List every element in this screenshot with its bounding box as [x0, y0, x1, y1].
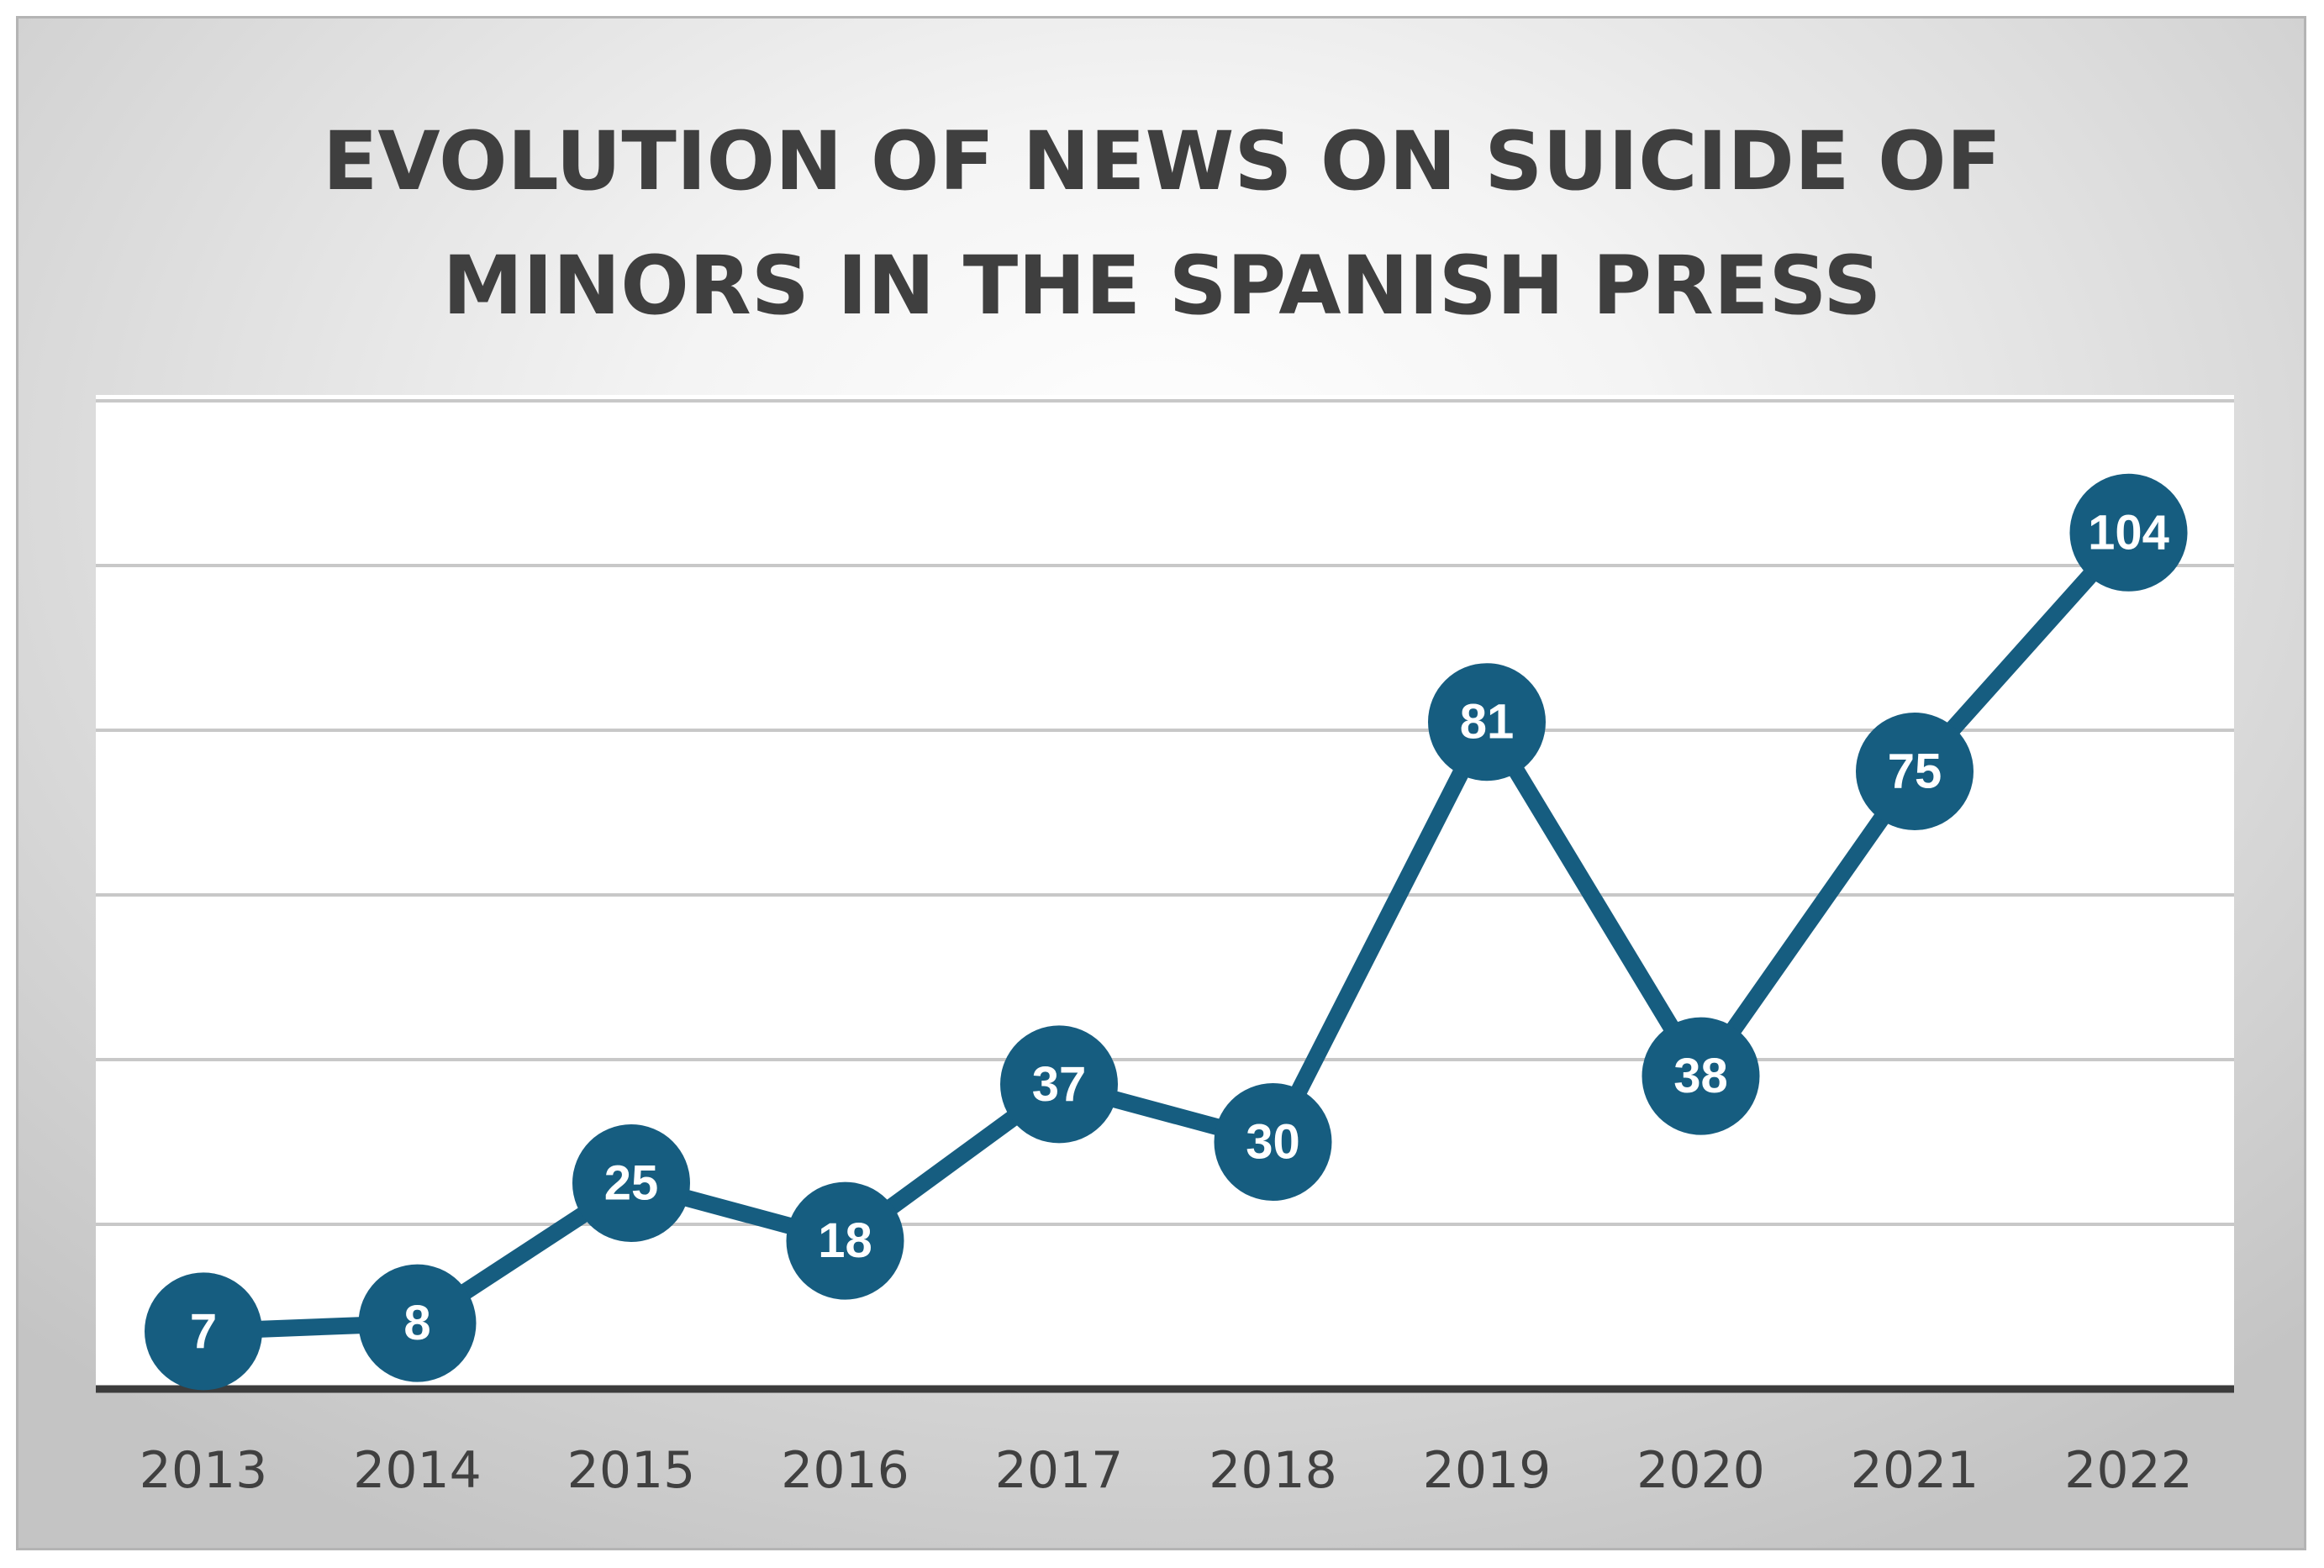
x-tick-label: 2019	[1423, 1441, 1552, 1500]
data-point-2013: 7	[145, 1272, 262, 1391]
x-axis-ticks: 2013 2014 2015 2016 2017 2018 2019 2020 2021 2022	[140, 1441, 2193, 1500]
data-label: 30	[1246, 1115, 1300, 1170]
data-point-2020: 38	[1642, 1017, 1760, 1135]
data-point-2022: 104	[2069, 473, 2188, 592]
series-line	[195, 524, 2137, 1340]
data-label: 18	[818, 1213, 872, 1268]
data-label: 75	[1888, 745, 1942, 799]
data-point-2014: 8	[358, 1264, 477, 1382]
chart-title: EVOLUTION OF NEWS ON SUICIDE OF MINORS I…	[0, 99, 2324, 348]
data-label: 81	[1460, 695, 1515, 750]
data-label: 7	[190, 1304, 217, 1359]
data-label: 38	[1673, 1049, 1728, 1103]
data-point-marker	[1000, 1025, 1118, 1144]
x-tick-label: 2021	[1851, 1441, 1979, 1500]
data-label: 37	[1032, 1057, 1087, 1112]
data-point-marker	[1428, 663, 1546, 781]
data-point-2021: 75	[1856, 713, 1974, 830]
data-point-marker	[358, 1264, 477, 1382]
data-point-marker	[145, 1272, 262, 1391]
data-point-2017: 37	[1000, 1025, 1118, 1144]
data-point-2018: 30	[1214, 1083, 1332, 1201]
x-tick-label: 2016	[781, 1441, 909, 1500]
chart-title-line-1: EVOLUTION OF NEWS ON SUICIDE OF	[322, 114, 2002, 208]
x-tick-label: 2013	[140, 1441, 268, 1500]
data-point-2016: 18	[786, 1181, 904, 1300]
data-point-marker	[1214, 1083, 1332, 1201]
data-point-marker	[1856, 713, 1974, 830]
data-label: 104	[2088, 505, 2169, 560]
data-point-2015: 25	[572, 1124, 690, 1242]
x-tick-label: 2014	[353, 1441, 482, 1500]
x-tick-label: 2018	[1209, 1441, 1337, 1500]
data-point-marker	[1642, 1017, 1760, 1135]
data-label: 8	[403, 1296, 430, 1350]
data-point-marker	[2069, 473, 2188, 592]
data-point-marker	[572, 1124, 690, 1242]
plot-area	[96, 395, 2234, 1389]
x-tick-label: 2017	[995, 1441, 1124, 1500]
data-point-2019: 81	[1428, 663, 1546, 781]
data-points: 7 8 25 18 37 30 81 38 75 104	[145, 473, 2188, 1391]
x-tick-label: 2015	[567, 1441, 696, 1500]
data-label: 25	[604, 1156, 659, 1211]
x-tick-label: 2020	[1636, 1441, 1765, 1500]
x-tick-label: 2022	[2064, 1441, 2193, 1500]
gridlines	[96, 399, 2234, 1226]
data-point-marker	[786, 1181, 904, 1300]
chart-title-line-2: MINORS IN THE SPANISH PRESS	[442, 239, 1882, 333]
